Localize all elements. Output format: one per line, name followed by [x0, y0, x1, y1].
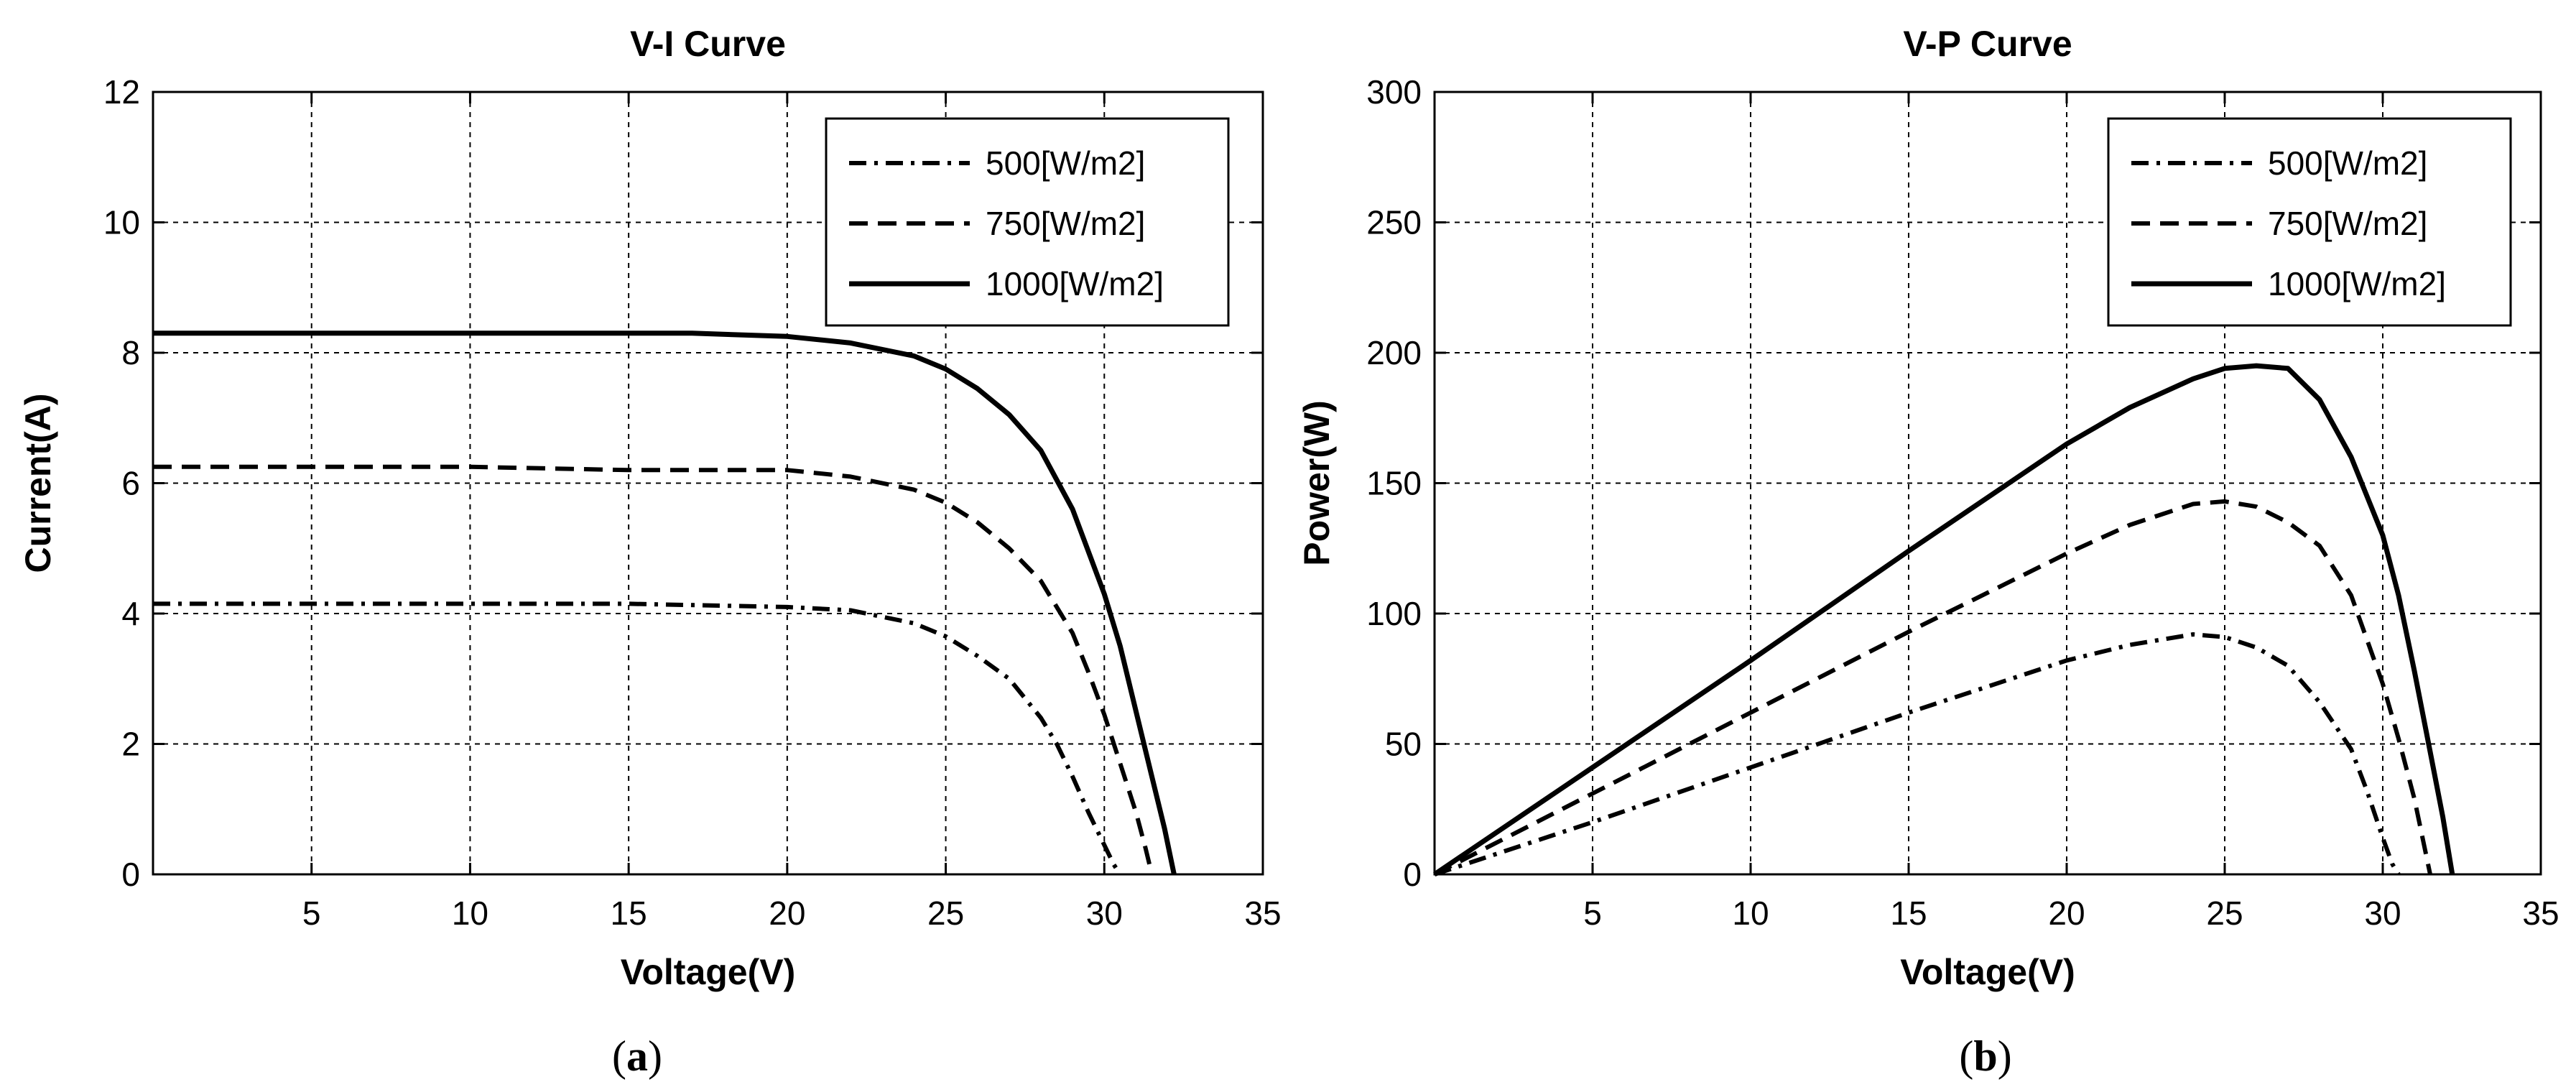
y-tick-label: 10 [103, 204, 140, 241]
y-tick-label: 0 [1403, 856, 1422, 893]
caption-letter: b [1973, 1032, 1997, 1080]
x-tick-label: 15 [1890, 894, 1927, 932]
panel-caption: (b) [1959, 1032, 2011, 1080]
legend-label: 750[W/m2] [986, 205, 1145, 242]
y-tick-label: 8 [121, 334, 140, 371]
x-tick-label: 20 [2048, 894, 2085, 932]
x-tick-label: 10 [1732, 894, 1769, 932]
panel-caption: (a) [612, 1032, 662, 1080]
vp-chart-panel: 5 10 15 20 25 30 35 0 50 100 150 200 250 300 V-P Curve… [1297, 24, 2559, 1080]
legend-label: 1000[W/m2] [986, 265, 1164, 302]
x-tick-label: 30 [1086, 894, 1123, 932]
series-line-solid [153, 330, 1177, 875]
legend-label: 500[W/m2] [986, 144, 1145, 182]
chart-title: V-I Curve [630, 24, 786, 64]
y-tick-label: 300 [1366, 73, 1422, 111]
x-tick-label: 25 [927, 894, 964, 932]
series-line-dashed [153, 464, 1154, 875]
caption-letter: a [626, 1032, 648, 1080]
x-axis-label: Voltage(V) [621, 952, 796, 992]
x-tick-label: 35 [1244, 894, 1281, 932]
x-tick-label: 25 [2206, 894, 2243, 932]
series-line-dashed [1433, 499, 2432, 876]
y-tick-label: 50 [1385, 726, 1422, 763]
y-tick-label: 150 [1366, 465, 1422, 502]
y-tick-label: 6 [121, 465, 140, 502]
y-tick-label: 4 [121, 595, 140, 632]
x-tick-label: 10 [452, 894, 488, 932]
y-tick-label: 250 [1366, 204, 1422, 241]
x-tick-label: 5 [302, 894, 321, 932]
y-tick-label: 2 [121, 726, 140, 763]
x-tick-label: 35 [2522, 894, 2559, 932]
legend-label: 500[W/m2] [2268, 144, 2427, 182]
series-line-dashdot [1434, 632, 2401, 876]
y-axis-label: Power(W) [1297, 400, 1337, 566]
y-tick-label: 100 [1366, 595, 1422, 632]
x-tick-label: 15 [611, 894, 647, 932]
x-tick-label: 5 [1583, 894, 1602, 932]
vi-chart-panel: 5 10 15 20 25 30 35 0 2 4 6 8 10 12 V-I Curve Voltage(V… [18, 24, 1282, 1080]
y-tick-label: 12 [103, 73, 140, 111]
chart-title: V-P Curve [1903, 24, 2072, 64]
x-axis-label: Voltage(V) [1900, 952, 2075, 992]
x-tick-label: 30 [2364, 894, 2401, 932]
series-line-dashdot [153, 601, 1122, 876]
y-tick-label: 0 [121, 856, 140, 893]
y-axis-label: Current(A) [18, 394, 58, 573]
legend-label: 750[W/m2] [2268, 205, 2427, 242]
x-tick-label: 20 [769, 894, 805, 932]
y-tick-label: 200 [1366, 334, 1422, 371]
series-line-solid [1433, 363, 2455, 876]
legend-label: 1000[W/m2] [2268, 265, 2446, 302]
